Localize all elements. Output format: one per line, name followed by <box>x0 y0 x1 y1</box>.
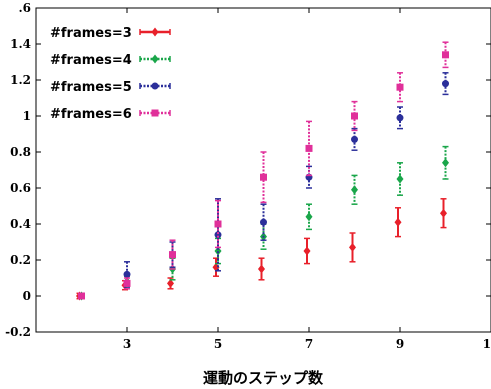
data-point <box>169 251 176 259</box>
legend-entry-2: #frames=4 <box>50 53 171 68</box>
series-layer <box>76 41 449 301</box>
data-point <box>167 278 174 288</box>
legend-label: #frames=3 <box>50 26 132 41</box>
data-point <box>442 158 449 168</box>
y-tick-label: 1.2 <box>10 73 31 87</box>
series-3 <box>78 72 449 300</box>
legend-marker <box>151 82 159 90</box>
data-point <box>78 292 85 300</box>
data-point <box>214 231 222 239</box>
legend-marker <box>151 109 159 117</box>
data-point <box>351 112 358 120</box>
plot-frame <box>35 7 491 333</box>
y-tick-label: 0.4 <box>10 217 31 231</box>
data-point <box>305 212 313 222</box>
series-4 <box>78 41 449 300</box>
y-tick-label: 1.4 <box>10 37 31 51</box>
x-axis: 3 5 7 9 11 <box>123 8 491 351</box>
legend-label: #frames=5 <box>50 80 132 95</box>
y-tick-label: 0 <box>23 289 31 303</box>
data-point <box>442 51 449 59</box>
data-point <box>351 135 358 143</box>
data-point <box>442 80 449 88</box>
legend-marker <box>151 54 159 64</box>
y-axis: -0.2 0 0.2 0.4 0.6 0.8 1 1.2 1.4 .6 <box>5 1 491 339</box>
data-point <box>305 144 313 152</box>
x-tick-label: 7 <box>305 337 313 351</box>
data-point <box>123 279 131 287</box>
legend-entry-3: #frames=5 <box>50 80 171 95</box>
legend-marker <box>151 27 159 37</box>
y-tick-label: 0.6 <box>10 181 31 195</box>
data-point <box>214 246 222 256</box>
y-tick-label: 0.2 <box>10 253 31 267</box>
data-point <box>396 174 404 184</box>
x-tick-label: 9 <box>396 337 404 351</box>
y-tick-label: -0.2 <box>5 325 31 339</box>
data-point <box>396 114 404 122</box>
data-point <box>260 173 267 181</box>
legend-label: #frames=6 <box>50 107 132 122</box>
data-point <box>349 242 356 252</box>
legend-entry-1: #frames=3 <box>50 26 171 41</box>
data-point <box>260 218 267 226</box>
x-tick-label: 3 <box>123 337 131 351</box>
y-tick-label: .6 <box>18 1 31 15</box>
data-point <box>394 217 402 227</box>
legend-entry-4: #frames=6 <box>50 107 171 122</box>
y-tick-label: 0.8 <box>10 145 31 159</box>
data-point <box>258 264 265 274</box>
data-point <box>123 270 131 278</box>
data-point <box>303 246 311 256</box>
legend-label: #frames=4 <box>50 53 132 68</box>
x-tick-label: 5 <box>214 337 222 351</box>
data-point <box>440 208 447 218</box>
data-point <box>214 220 222 228</box>
x-axis-label: 運動のステップ数 <box>203 369 324 387</box>
x-tick-label: 11 <box>483 337 491 351</box>
y-tick-label: 1 <box>23 109 31 123</box>
data-point <box>396 83 404 91</box>
legend: #frames=3 #frames=4 #frames=5 #frames=6 <box>50 26 171 122</box>
series-1 <box>76 198 447 301</box>
data-point <box>351 185 358 195</box>
